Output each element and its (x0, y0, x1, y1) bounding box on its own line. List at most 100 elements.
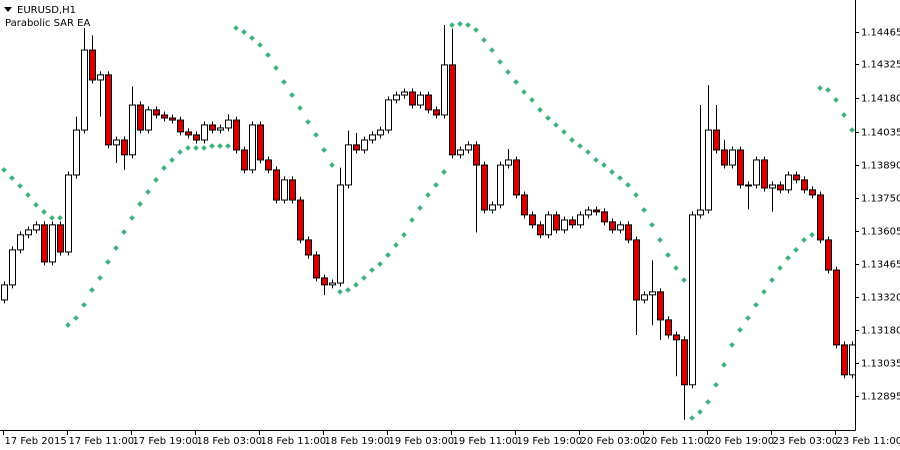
sar-dot (753, 301, 759, 308)
sar-dot (17, 183, 23, 189)
sar-dot (153, 177, 159, 183)
sar-dot (625, 182, 631, 188)
candle-body (193, 134, 200, 141)
candle-body (785, 174, 792, 191)
candle-body (721, 149, 728, 166)
sar-dot (289, 92, 295, 98)
candle-body (681, 339, 688, 386)
candle-body (833, 269, 840, 346)
candle-body (729, 149, 736, 166)
x-tick-label: 17 Feb 19:00 (133, 436, 199, 447)
candle-body (793, 174, 800, 181)
sar-dot (25, 192, 31, 198)
x-tick-label: 23 Feb 03:00 (773, 436, 839, 447)
y-tick-label: 1.14325 (861, 60, 900, 71)
candle-body (385, 99, 392, 131)
sar-dot (89, 287, 95, 293)
y-tick-label: 1.13605 (861, 227, 900, 238)
sar-dot (785, 255, 791, 261)
sar-dot (601, 162, 607, 168)
candle-body (209, 124, 216, 131)
sar-dot (441, 169, 447, 175)
y-tick-label: 1.14035 (861, 128, 900, 139)
sar-dot (377, 261, 383, 267)
sar-dot (513, 79, 519, 85)
candle-body (513, 159, 520, 196)
y-tick-label: 1.14465 (861, 28, 900, 39)
sar-dot (353, 282, 359, 288)
sar-dot (105, 259, 111, 265)
sar-dot (177, 149, 183, 155)
sar-dot (561, 129, 567, 135)
sar-dot (681, 277, 687, 283)
candle-body (393, 94, 400, 101)
sar-dot (721, 362, 727, 368)
candle-body (321, 277, 328, 286)
indicator-name: Parabolic SAR EA (5, 18, 90, 29)
sar-dot (793, 247, 799, 253)
candle-body (505, 159, 512, 166)
x-tick-label: 19 Feb 19:00 (517, 436, 583, 447)
sar-dot (729, 342, 735, 348)
sar-dot (129, 215, 135, 221)
candle-body (825, 239, 832, 271)
candle-body (49, 224, 56, 263)
candle-body (65, 174, 72, 253)
sar-dot (521, 89, 527, 95)
sar-dot (713, 381, 719, 388)
sar-dot (337, 289, 343, 295)
candle-body (401, 91, 408, 96)
sar-dot (193, 145, 199, 151)
candle-body (561, 219, 568, 231)
sar-dot (705, 399, 711, 405)
sar-dot (209, 143, 215, 149)
candle-body (97, 74, 104, 81)
candle-body (705, 129, 712, 211)
sar-dot (409, 217, 415, 223)
candle-body (169, 117, 176, 121)
symbol-menu-icon[interactable] (4, 7, 12, 12)
candle-body (545, 214, 552, 236)
sar-dot (505, 69, 511, 75)
chart-title: EURUSD,H1 (17, 5, 76, 16)
sar-dot (161, 165, 167, 171)
sar-dot (537, 107, 543, 113)
sar-dot (369, 267, 375, 273)
sar-dot (417, 205, 423, 211)
candle-body (601, 211, 608, 223)
candle-body (145, 109, 152, 131)
sar-dot (777, 265, 783, 271)
sar-dot (329, 162, 335, 168)
candle-body (529, 214, 536, 226)
candle-body (585, 209, 592, 216)
candle-body (425, 94, 432, 111)
candle-body (609, 221, 616, 231)
sar-dot (825, 87, 831, 93)
sar-dot (673, 265, 679, 271)
candle-body (369, 134, 376, 141)
plot-area (1, 21, 856, 421)
candle-body (497, 164, 504, 206)
candle-body (737, 149, 744, 186)
sar-dot (617, 175, 623, 181)
x-tick-label: 23 Feb 11:00 (837, 436, 900, 447)
x-tick-label: 18 Feb 19:00 (325, 436, 391, 447)
y-tick-label: 1.13180 (861, 326, 900, 337)
candle-body (105, 74, 112, 146)
candle-body (9, 249, 16, 286)
sar-dot (65, 322, 71, 328)
sar-dot (305, 119, 311, 125)
candle-body (217, 127, 224, 131)
sar-dot (233, 25, 239, 31)
candle-body (489, 204, 496, 211)
candle-body (153, 109, 160, 116)
sar-dot (649, 222, 655, 228)
candle-body (449, 64, 456, 156)
candle-body (73, 129, 80, 176)
sar-dot (577, 143, 583, 149)
candle-body (353, 144, 360, 151)
x-tick-label: 20 Feb 19:00 (709, 436, 775, 447)
sar-dot (297, 105, 303, 111)
candle-body (329, 282, 336, 286)
sar-dot (833, 97, 839, 103)
